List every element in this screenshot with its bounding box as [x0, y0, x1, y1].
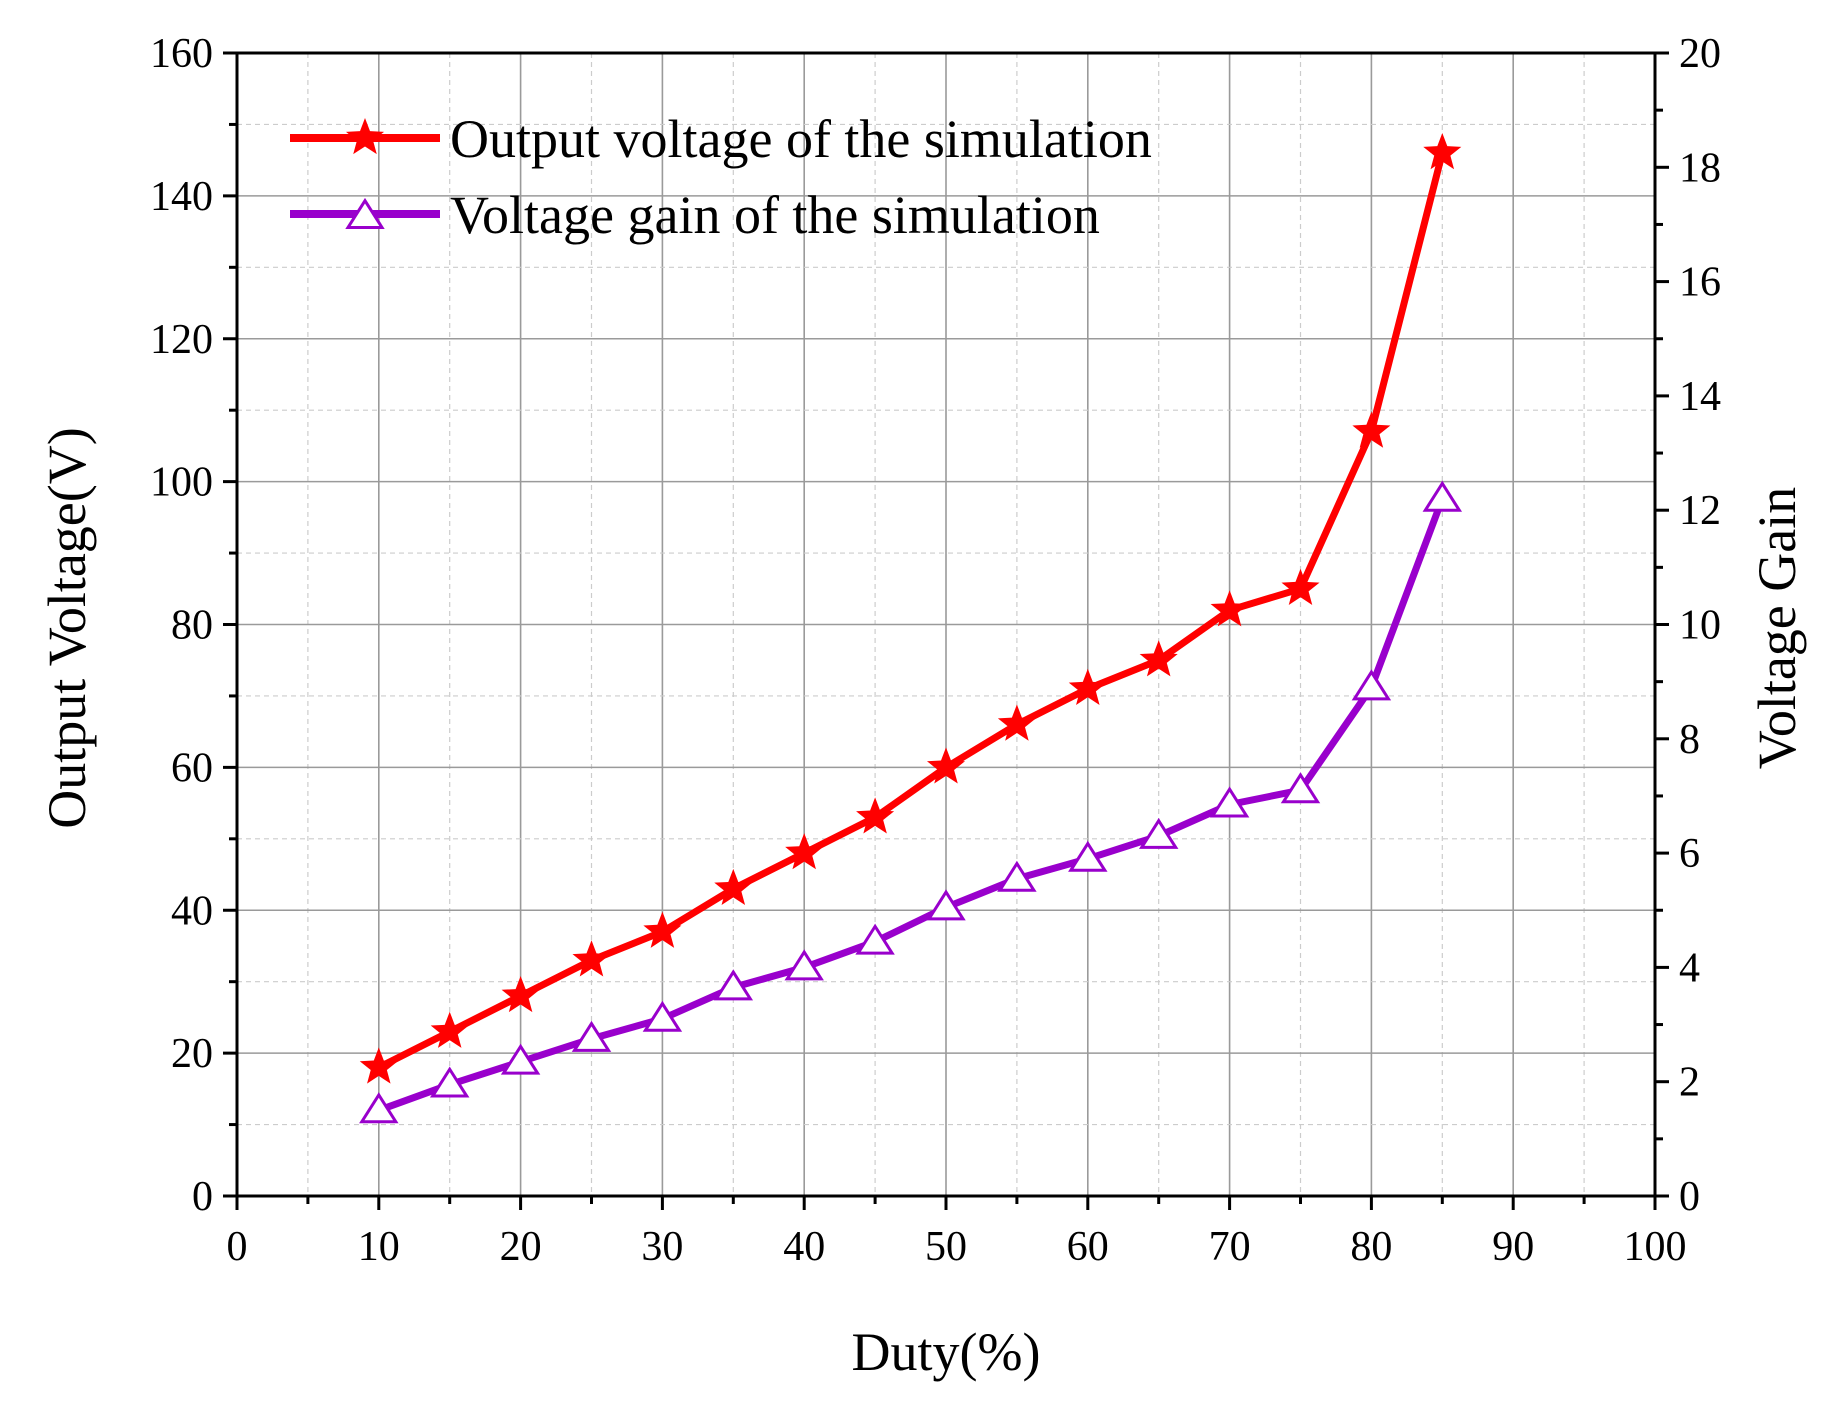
data-point-triangle — [784, 949, 824, 981]
data-point-triangle — [500, 1043, 541, 1075]
data-point-triangle — [1068, 840, 1108, 872]
data-point-star — [359, 1047, 398, 1084]
data-point-star — [643, 911, 682, 948]
x-tick-label: 70 — [1209, 1224, 1251, 1270]
y-left-tick-label: 160 — [150, 31, 213, 77]
data-point-star — [714, 868, 753, 905]
y-left-tick-label: 120 — [150, 317, 213, 363]
data-point-star — [785, 833, 824, 870]
x-axis-title: Duty(%) — [852, 1322, 1041, 1382]
legend-marker-star — [345, 118, 385, 155]
y-left-tick-label: 60 — [171, 745, 213, 791]
x-tick-label: 80 — [1350, 1224, 1392, 1270]
data-point-triangle — [571, 1020, 612, 1052]
y-left-tick-label: 40 — [171, 888, 213, 934]
x-tick-label: 10 — [358, 1224, 400, 1270]
data-point-star — [926, 747, 966, 784]
data-point-triangle — [1209, 786, 1250, 818]
data-point-star — [997, 704, 1036, 741]
data-point-star — [856, 797, 895, 834]
data-point-star — [501, 975, 540, 1013]
x-tick-label: 30 — [641, 1224, 683, 1270]
data-point-star — [1210, 590, 1249, 627]
legend: Output voltage of the simulation Voltage… — [290, 109, 1152, 245]
data-point-triangle — [926, 889, 966, 921]
axes-layer — [223, 51, 1669, 1210]
data-point-triangle — [1138, 817, 1179, 849]
data-point-star — [572, 940, 611, 977]
legend-marker-triangle — [345, 197, 385, 229]
y-right-tick-label: 4 — [1679, 945, 1700, 991]
legend-label-output-voltage: Output voltage of the simulation — [450, 109, 1152, 169]
y-axis-title-right: Voltage Gain — [1747, 487, 1807, 769]
series-layer — [359, 133, 1463, 1124]
data-point-triangle — [997, 860, 1037, 892]
y-axis-title-left: Output Voltage(V) — [37, 427, 97, 828]
y-left-tick-label: 140 — [150, 174, 213, 220]
x-tick-label: 20 — [500, 1224, 542, 1270]
data-point-triangle — [1422, 480, 1463, 512]
data-point-star — [1139, 640, 1178, 677]
legend-label-voltage-gain: Voltage gain of the simulation — [450, 185, 1100, 245]
data-point-star — [1423, 133, 1462, 170]
x-tick-label: 100 — [1624, 1224, 1687, 1270]
y-right-tick-label: 8 — [1679, 717, 1700, 763]
y-right-tick-label: 10 — [1679, 603, 1721, 649]
data-point-triangle — [713, 969, 754, 1001]
x-tick-label: 50 — [925, 1224, 967, 1270]
data-point-star — [1352, 411, 1391, 448]
data-point-triangle — [855, 923, 895, 955]
x-tick-label: 40 — [783, 1224, 825, 1270]
data-point-star — [1068, 668, 1107, 705]
y-left-tick-label: 100 — [150, 460, 213, 506]
data-point-triangle — [1351, 669, 1392, 701]
data-point-triangle — [359, 1092, 399, 1124]
y-right-tick-label: 18 — [1679, 145, 1721, 191]
x-tick-label: 90 — [1492, 1224, 1534, 1270]
y-left-tick-label: 80 — [171, 603, 213, 649]
data-point-triangle — [429, 1066, 470, 1098]
series-line-voltage-gain — [377, 497, 1446, 1114]
y-right-tick-label: 0 — [1679, 1174, 1700, 1220]
x-tick-label: 0 — [227, 1224, 248, 1270]
y-right-tick-label: 12 — [1679, 488, 1721, 534]
data-point-triangle — [642, 1000, 683, 1032]
y-right-tick-label: 14 — [1679, 374, 1721, 420]
data-point-star — [430, 1011, 469, 1048]
y-left-tick-label: 20 — [171, 1031, 213, 1077]
y-right-tick-label: 2 — [1679, 1060, 1700, 1106]
x-tick-label: 60 — [1067, 1224, 1109, 1270]
data-point-star — [1281, 568, 1320, 605]
labels-layer: 0 10 20 30 40 50 60 70 80 90 100020406080100120140… — [150, 31, 1721, 1270]
y-right-tick-label: 20 — [1679, 31, 1721, 77]
series-line-output-voltage — [377, 152, 1446, 1071]
y-left-tick-label: 0 — [192, 1174, 213, 1220]
y-right-tick-label: 16 — [1679, 260, 1721, 306]
y-right-tick-label: 6 — [1679, 831, 1700, 877]
data-point-triangle — [1280, 772, 1321, 804]
